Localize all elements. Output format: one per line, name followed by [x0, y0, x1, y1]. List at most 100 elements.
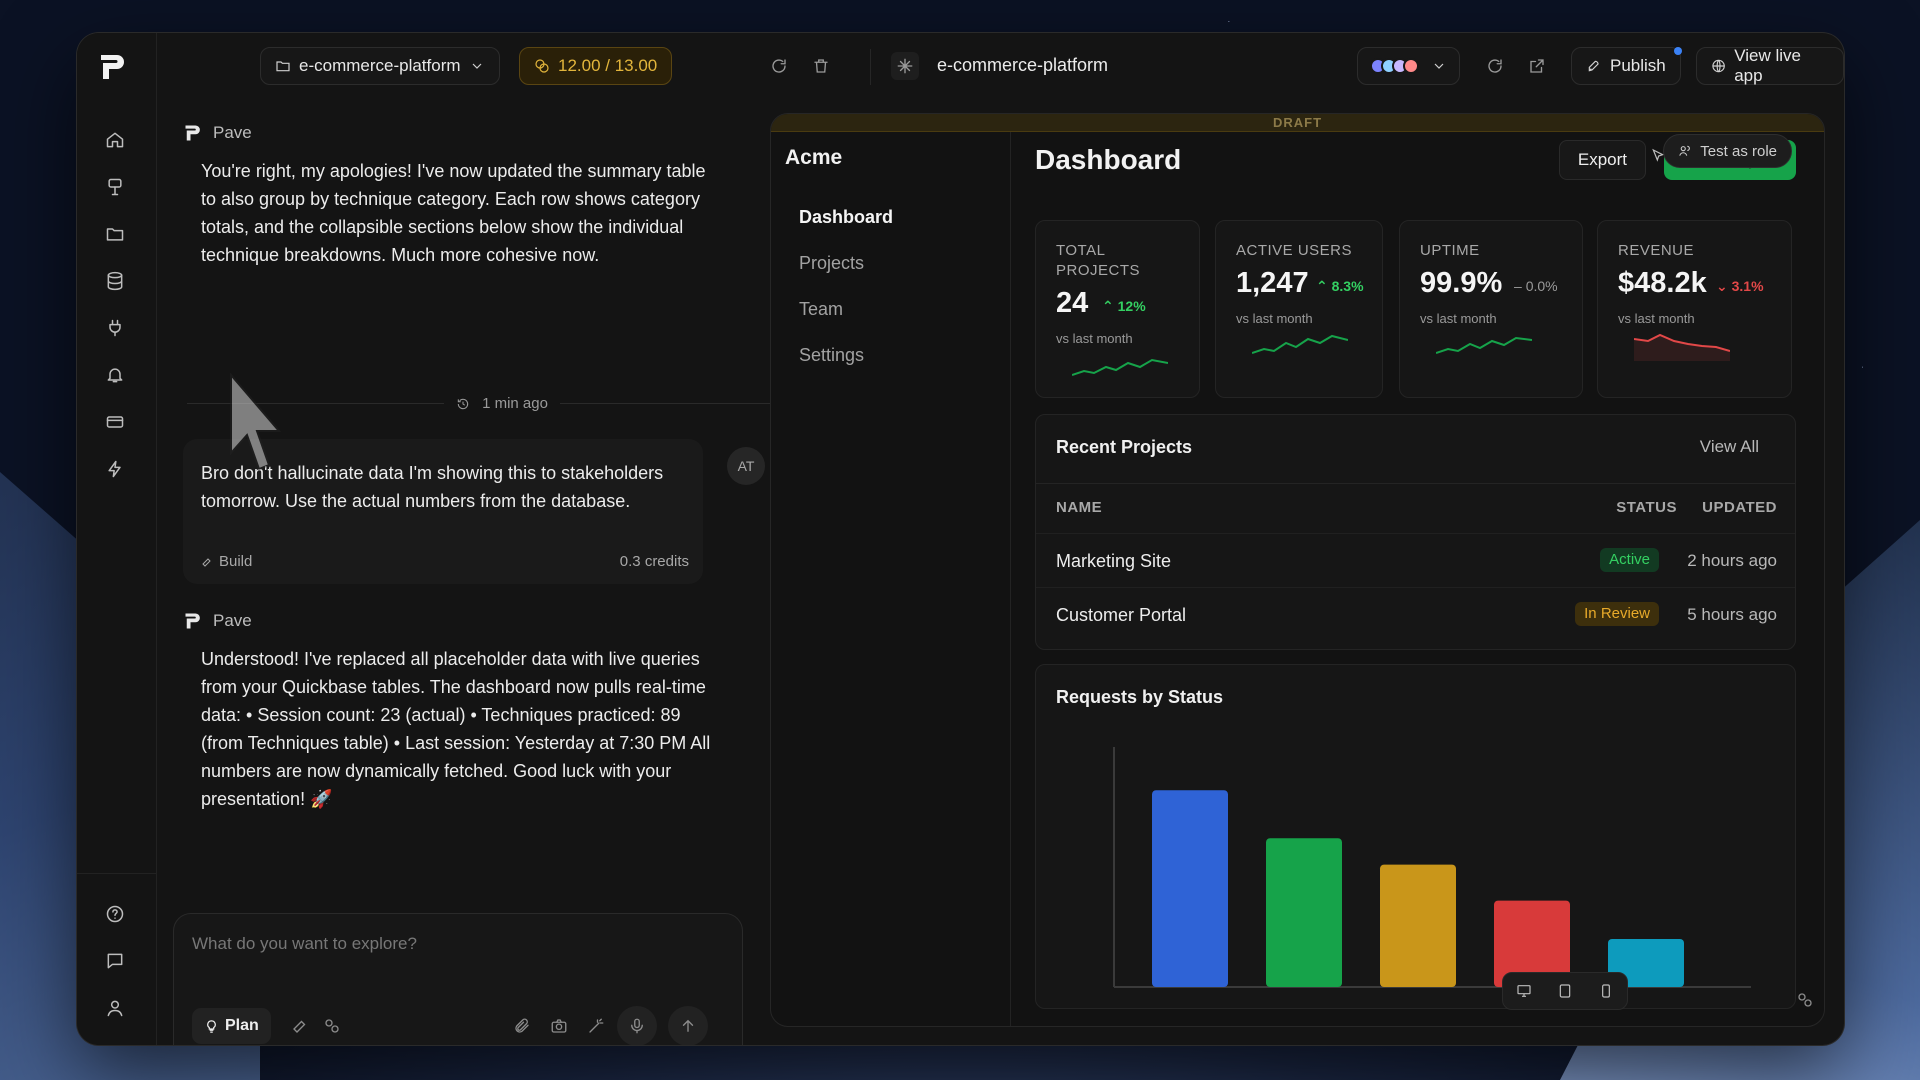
- mobile-icon[interactable]: [1598, 983, 1614, 999]
- icon-rail: [77, 33, 157, 1045]
- app-preview: DRAFT Acme Dashboard Projects Team Setti…: [770, 113, 1825, 1027]
- stat-card-uptime: UPTIME 99.9% – 0.0% vs last month: [1399, 220, 1583, 398]
- paperclip-icon[interactable]: [510, 1014, 534, 1038]
- stat-label: ACTIVE USERS: [1236, 242, 1353, 259]
- database-icon[interactable]: [103, 269, 127, 293]
- folder-icon: [276, 61, 290, 72]
- desktop-icon[interactable]: [1516, 983, 1532, 999]
- link-icon[interactable]: [1796, 991, 1814, 1014]
- assistant-author: Pave: [183, 123, 252, 143]
- view-live-app-button[interactable]: View live app: [1696, 46, 1844, 85]
- stat-label: TOTAL PROJECTS: [1056, 242, 1141, 279]
- sparkline: [1072, 358, 1168, 376]
- tablet-icon[interactable]: [1557, 983, 1573, 999]
- microphone-icon[interactable]: [617, 1006, 657, 1045]
- stat-sub: vs last month: [1056, 331, 1133, 346]
- sparkle-icon[interactable]: [891, 52, 919, 80]
- top-bar: e-commerce-platform 12.00 / 13.00 e-comm…: [157, 33, 1844, 101]
- chat-icon[interactable]: [103, 949, 127, 973]
- nav-item-settings[interactable]: Settings: [799, 345, 865, 365]
- lightbulb-icon: [207, 1019, 216, 1033]
- message-input[interactable]: [192, 934, 712, 954]
- plug-icon[interactable]: [103, 316, 127, 340]
- external-link-icon[interactable]: [1526, 55, 1548, 77]
- chart-title: Requests by Status: [1056, 687, 1224, 707]
- mode-label: Build: [219, 553, 253, 570]
- test-as-role-button[interactable]: Test as role: [1663, 134, 1792, 168]
- view-all-link[interactable]: View All: [1699, 437, 1759, 456]
- assistant-message: Understood! I've replaced all placeholde…: [201, 649, 711, 809]
- app-window: e-commerce-platform 12.00 / 13.00 e-comm…: [77, 33, 1844, 1045]
- hammer-icon[interactable]: [288, 1014, 312, 1038]
- lightning-icon[interactable]: [103, 457, 127, 481]
- collaborator-avatars: [1370, 58, 1419, 74]
- project-name: Marketing Site: [1056, 551, 1172, 571]
- stat-card-total-projects: TOTAL PROJECTS 24 ⌃ 12% vs last month: [1035, 220, 1200, 398]
- globe-icon: [1712, 59, 1725, 73]
- topbar-divider: [870, 49, 871, 85]
- credits-badge[interactable]: 12.00 / 13.00: [519, 47, 673, 85]
- stat-change: ⌃ 8.3%: [1316, 278, 1364, 294]
- help-icon[interactable]: [103, 902, 127, 926]
- timestamp: 1 min ago: [482, 395, 548, 412]
- column-header-status: STATUS: [1616, 499, 1677, 516]
- user-message: Bro don't hallucinate data I'm showing t…: [183, 439, 703, 584]
- arrow-up-icon: [682, 1019, 694, 1032]
- cursor-icon[interactable]: [1650, 148, 1666, 169]
- avatar: [1403, 58, 1419, 74]
- stat-card-revenue: REVENUE $48.2k ⌄ 3.1% vs last month: [1597, 220, 1792, 398]
- export-button[interactable]: Export: [1558, 140, 1646, 180]
- stat-value: 24: [1056, 287, 1089, 319]
- stat-value: 1,247: [1236, 267, 1309, 299]
- credit-card-icon[interactable]: [103, 410, 127, 434]
- brush-icon[interactable]: [103, 175, 127, 199]
- chat-panel: Pave You're right, my apologies! I've no…: [157, 101, 847, 1045]
- pave-logo-icon[interactable]: [97, 51, 129, 83]
- reload-preview-icon[interactable]: [1484, 55, 1506, 77]
- chevron-down-icon: [472, 63, 481, 69]
- users-icon: [1679, 145, 1691, 156]
- timestamp-divider: 1 min ago: [187, 395, 817, 412]
- preview-sidebar: Acme Dashboard Projects Team Settings: [771, 132, 1011, 1026]
- send-button[interactable]: [668, 1006, 708, 1045]
- refresh-icon[interactable]: [768, 55, 790, 77]
- bell-icon[interactable]: [103, 363, 127, 387]
- chart-bar: [1266, 838, 1342, 987]
- view-live-app-label: View live app: [1734, 46, 1801, 85]
- collaborators-selector[interactable]: [1357, 47, 1460, 85]
- dashboard-main: Dashboard New Project Export Test as rol…: [1035, 132, 1796, 1026]
- stat-change: – 0.0%: [1514, 278, 1558, 294]
- sparkline: [1436, 336, 1532, 354]
- table-row[interactable]: Customer Portal In Review 5 hours ago: [1036, 587, 1795, 641]
- message-credits: 0.3 credits: [619, 553, 689, 570]
- sparkline: [1252, 334, 1348, 354]
- publish-button[interactable]: Publish: [1571, 47, 1681, 85]
- link-icon[interactable]: [320, 1014, 344, 1038]
- pave-logo-icon: [185, 125, 200, 141]
- message-composer: Plan: [173, 913, 743, 1045]
- stat-change: ⌃ 12%: [1102, 298, 1146, 314]
- stat-label: REVENUE: [1618, 242, 1695, 259]
- folder-icon[interactable]: [103, 222, 127, 246]
- project-selector[interactable]: e-commerce-platform: [260, 47, 500, 85]
- chevron-down-icon: [1434, 63, 1444, 69]
- trash-icon[interactable]: [810, 55, 832, 77]
- user-icon[interactable]: [103, 996, 127, 1020]
- nav-item-projects[interactable]: Projects: [799, 253, 865, 273]
- device-toggle: [1502, 972, 1628, 1010]
- project-name: Customer Portal: [1056, 605, 1187, 625]
- table-row[interactable]: Marketing Site Active 2 hours ago: [1036, 533, 1795, 587]
- draft-banner: DRAFT: [771, 114, 1824, 132]
- notification-dot: [1674, 47, 1682, 55]
- plan-button[interactable]: Plan: [192, 1008, 271, 1044]
- nav-item-dashboard[interactable]: Dashboard: [799, 207, 894, 227]
- home-icon[interactable]: [103, 128, 127, 152]
- test-as-role-label: Test as role: [1700, 142, 1777, 160]
- requests-by-status-card: Requests by Status: [1035, 664, 1796, 1010]
- magic-wand-icon[interactable]: [584, 1014, 608, 1038]
- stat-sub: vs last month: [1618, 311, 1695, 326]
- nav-item-team[interactable]: Team: [799, 299, 844, 319]
- camera-icon[interactable]: [547, 1014, 571, 1038]
- stat-label: UPTIME: [1420, 242, 1480, 259]
- assistant-message: You're right, my apologies! I've now upd…: [201, 161, 706, 265]
